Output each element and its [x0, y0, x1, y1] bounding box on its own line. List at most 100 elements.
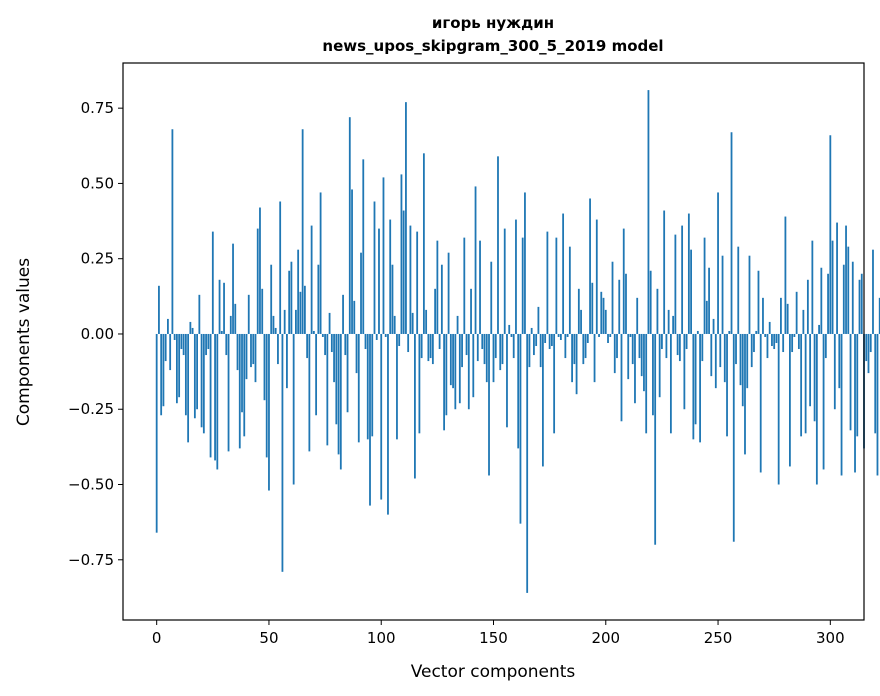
bar-235 [683, 333, 686, 410]
bar-32 [227, 333, 230, 452]
bar-110 [402, 210, 405, 334]
bar-86 [348, 117, 351, 334]
bar-68 [308, 333, 311, 452]
bar-130 [447, 252, 450, 334]
bar-42 [250, 333, 252, 368]
bar-58 [286, 333, 288, 389]
bar-76 [326, 333, 329, 446]
bar-46 [259, 207, 261, 334]
bar-136 [461, 333, 463, 368]
bar-5 [167, 318, 169, 334]
bar-205 [616, 333, 618, 359]
bar-153 [499, 333, 502, 371]
bar-288 [802, 309, 805, 334]
bar-148 [488, 333, 490, 476]
bar-317 [867, 333, 870, 374]
x-axis-label: Vector components [411, 662, 576, 682]
bar-28 [218, 279, 221, 334]
bar-200 [604, 309, 607, 334]
bar-247 [710, 333, 713, 377]
bar-302 [833, 333, 836, 410]
bar-series [155, 90, 880, 593]
bar-85 [346, 333, 349, 413]
bar-297 [822, 333, 825, 470]
bar-272 [766, 333, 769, 359]
bar-8 [173, 333, 176, 340]
bar-236 [685, 333, 688, 350]
bar-81 [337, 333, 340, 455]
bar-283 [791, 333, 794, 353]
bar-306 [842, 264, 845, 334]
bar-40 [245, 333, 248, 380]
bar-54 [277, 333, 279, 365]
bar-191 [584, 333, 587, 359]
bar-219 [647, 90, 650, 334]
bar-195 [593, 333, 596, 383]
bar-275 [773, 333, 776, 350]
bar-157 [508, 324, 511, 334]
bar-44 [254, 333, 257, 383]
bar-248 [712, 318, 715, 334]
bar-218 [645, 333, 648, 434]
bar-19 [198, 294, 201, 334]
bar-141 [472, 333, 475, 398]
bar-169 [535, 333, 538, 347]
bar-138 [465, 333, 468, 356]
bar-172 [542, 333, 544, 467]
bar-171 [539, 333, 542, 368]
bar-245 [705, 300, 708, 334]
bar-95 [369, 333, 371, 506]
bar-1 [158, 285, 160, 334]
bar-132 [452, 333, 454, 389]
y-tick-label-0.25: 0.25 [81, 250, 114, 268]
bar-217 [643, 333, 645, 392]
bar-305 [840, 333, 843, 476]
bar-316 [865, 333, 868, 362]
bar-10 [178, 333, 181, 398]
bar-287 [800, 333, 803, 437]
bar-36 [236, 333, 239, 371]
bar-41 [247, 294, 250, 334]
y-tick-label-0.75: 0.75 [81, 99, 114, 117]
bar-285 [795, 291, 798, 334]
bar-177 [553, 333, 556, 434]
chart-subtitle: news_upos_skipgram_300_5_2019 model [322, 37, 663, 55]
bar-292 [811, 240, 814, 334]
bar-150 [492, 333, 495, 383]
bar-72 [317, 264, 320, 334]
x-tick-label-200: 200 [591, 629, 620, 647]
bar-90 [357, 333, 360, 443]
bar-3 [162, 333, 165, 407]
bar-282 [789, 333, 791, 467]
bar-151 [494, 333, 497, 359]
bar-202 [609, 333, 612, 337]
bar-183 [566, 333, 569, 337]
bar-37 [238, 333, 241, 449]
bar-134 [456, 315, 459, 334]
bar-56 [281, 333, 284, 572]
bar-198 [600, 291, 603, 334]
bar-83 [342, 294, 344, 334]
bar-107 [396, 333, 398, 440]
bar-240 [694, 333, 697, 425]
bar-308 [847, 246, 850, 334]
x-tick-label-100: 100 [367, 629, 396, 647]
bar-244 [703, 237, 706, 334]
bar-70 [312, 330, 315, 334]
bar-104 [389, 219, 392, 334]
bar-133 [454, 333, 457, 410]
bar-212 [631, 333, 634, 365]
bar-161 [517, 333, 520, 449]
bar-67 [306, 333, 309, 359]
bar-230 [672, 315, 675, 334]
bar-187 [575, 333, 578, 395]
bar-322 [878, 297, 880, 334]
bar-154 [501, 333, 504, 365]
bar-158 [510, 333, 513, 337]
bar-57 [283, 309, 286, 334]
bar-145 [481, 333, 484, 350]
bar-62 [295, 309, 297, 334]
bar-159 [512, 333, 515, 359]
bar-89 [355, 333, 358, 374]
bar-144 [479, 240, 481, 334]
